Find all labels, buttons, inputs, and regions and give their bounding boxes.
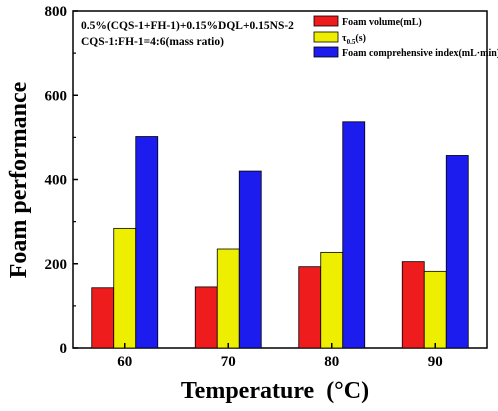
bar-comprehensive-index-60 — [135, 136, 159, 349]
y-tick-label: 400 — [45, 173, 68, 189]
y-axis-title: Foam performance — [6, 81, 32, 278]
annotation-line-2: CQS-1:FH-1=4:6(mass ratio) — [81, 36, 224, 48]
bar-foam-volume-60 — [91, 287, 115, 349]
bar-tau-60 — [113, 227, 137, 349]
bar-foam-volume-70 — [194, 286, 218, 349]
legend-swatch-tau — [313, 31, 339, 43]
bar-tau-80 — [320, 251, 344, 349]
x-tick-label: 60 — [117, 354, 132, 370]
y-tick-label: 0 — [60, 341, 68, 357]
bars-group — [91, 121, 469, 349]
legend-label-tau: τ0.5(s) — [342, 33, 366, 46]
x-axis-title: Temperature (°C) — [181, 378, 369, 404]
legend-swatch-foam-volume — [313, 15, 339, 27]
bar-tau-90 — [423, 270, 447, 349]
x-tick-label: 90 — [428, 354, 443, 370]
legend-swatch-comprehensive-index — [313, 46, 339, 58]
bar-foam-volume-80 — [298, 266, 322, 349]
legend-label-comprehensive-index: Foam comprehensive index(mL·min) — [342, 48, 498, 59]
annotation-line-1: 0.5%(CQS-1+FH-1)+0.15%DQL+0.15NS-2 — [81, 20, 294, 32]
legend-label-foam-volume: Foam volume(mL) — [342, 17, 422, 28]
bar-comprehensive-index-90 — [445, 155, 469, 349]
legend-label-tau-unit: (s) — [355, 33, 366, 44]
bar-foam-volume-90 — [401, 261, 425, 349]
x-tick-label: 70 — [221, 354, 236, 370]
legend: Foam volume(mL) τ0.5(s) Foam comprehensi… — [313, 15, 498, 59]
y-tick-label: 200 — [45, 257, 68, 273]
legend-label-tau-base: τ — [342, 33, 347, 44]
y-axis: 0 200 400 600 800 — [45, 4, 78, 357]
bar-comprehensive-index-80 — [342, 121, 366, 349]
legend-label-tau-sub: 0.5 — [347, 38, 356, 46]
bar-tau-70 — [216, 248, 240, 349]
y-tick-label: 600 — [45, 88, 68, 104]
y-tick-label: 800 — [45, 4, 68, 20]
x-tick-label: 80 — [324, 354, 339, 370]
x-axis: 60 70 80 90 — [117, 343, 443, 370]
bar-comprehensive-index-70 — [238, 170, 262, 349]
